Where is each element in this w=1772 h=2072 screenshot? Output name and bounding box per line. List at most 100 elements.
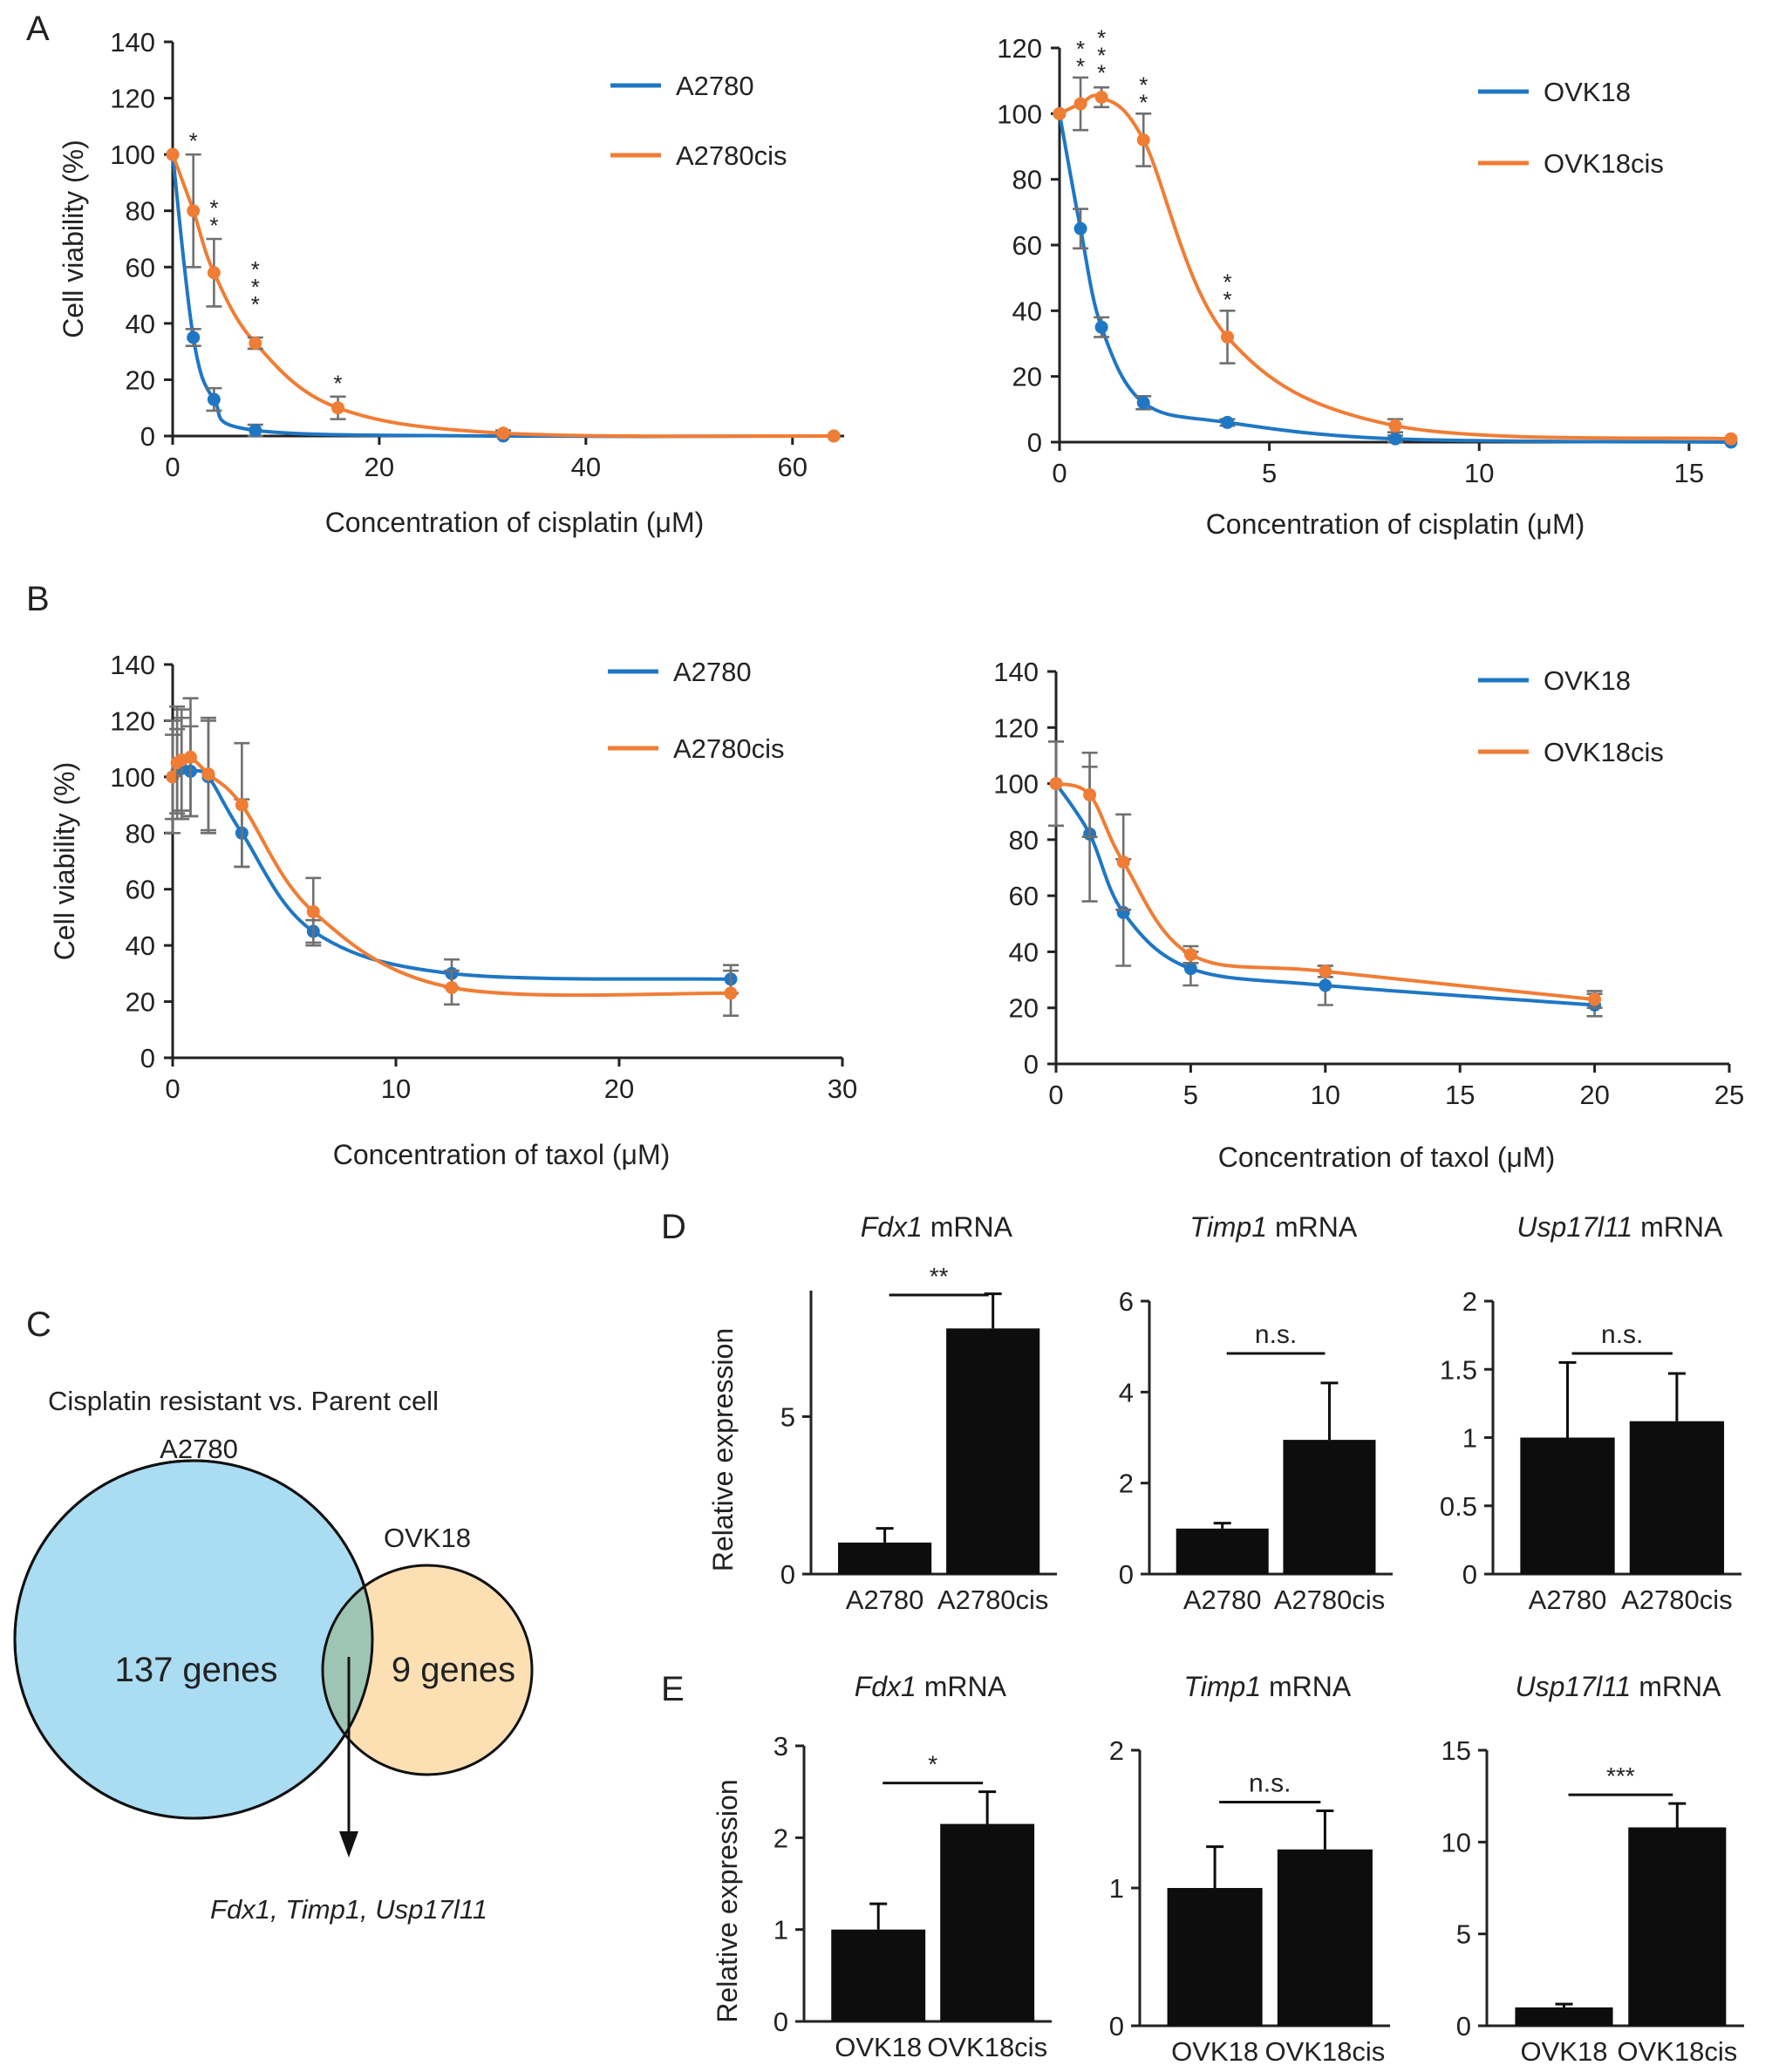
y-tick-label: 1 <box>1462 1423 1477 1454</box>
y-tick-label: 2 <box>1462 1286 1477 1317</box>
title-suffix: mRNA <box>923 1211 1013 1243</box>
title-gene: Timp1 <box>1184 1671 1262 1702</box>
bar-chart-title: Timp1 mRNA <box>1189 1211 1357 1243</box>
y-tick-label: 0 <box>1456 2011 1471 2041</box>
venn-circle-ovk18 <box>323 1565 532 1775</box>
significance-star: * <box>251 291 260 317</box>
legend-label: A2780cis <box>676 140 787 171</box>
category-label: A2780cis <box>1621 1585 1733 1615</box>
bar-ovk18cis <box>940 1823 1035 2021</box>
bar-chart-e-timp1: Timp1 mRNA 0 1 2 OVK18 OVK18cis n.s. <box>1109 1671 1390 2067</box>
x-axis-title: Concentration of cisplatin (μM) <box>1206 508 1585 540</box>
significance-star: * <box>333 370 342 396</box>
bar-chart-title: Timp1 mRNA <box>1184 1671 1352 1702</box>
bar-chart-d-usp17l11: Usp17l11 mRNA 0 0.5 1 1.5 2 A2780 A2780cis n.s. <box>1440 1211 1741 1615</box>
data-point-a2780cis <box>201 767 215 781</box>
y-tick-label: 100 <box>993 769 1039 800</box>
y-tick-label: 140 <box>993 657 1039 687</box>
y-tick-label: 0 <box>780 1559 795 1590</box>
y-tick-label: 4 <box>1119 1377 1134 1407</box>
title-gene: Usp17l11 <box>1515 1671 1631 1702</box>
x-axis-title: Concentration of taxol (μM) <box>1218 1142 1556 1173</box>
data-point-a2780cis <box>207 266 221 280</box>
title-suffix: mRNA <box>1261 1671 1352 1702</box>
x-tick-label: 15 <box>1445 1080 1475 1110</box>
bar-ovk18 <box>1167 1888 1263 2026</box>
significance-label: * <box>928 1751 937 1778</box>
data-point-a2780 <box>249 424 262 438</box>
data-point-ovk18cis <box>1221 330 1234 344</box>
significance-label: n.s. <box>1255 1320 1297 1349</box>
bar-ovk18 <box>831 1929 926 2021</box>
data-point-ovk18 <box>1183 962 1197 976</box>
data-point-a2780cis <box>331 401 345 415</box>
y-tick-label: 80 <box>126 818 155 849</box>
x-tick-label: 10 <box>1464 458 1494 488</box>
category-label: A2780cis <box>1274 1585 1386 1615</box>
y-tick-label: 20 <box>126 365 155 395</box>
panel-label-e: E <box>661 1670 685 1708</box>
significance-label: ** <box>930 1263 949 1290</box>
y-tick-label: 120 <box>110 84 155 114</box>
y-tick-label: 40 <box>126 309 155 339</box>
x-tick-label: 20 <box>365 452 394 482</box>
category-label: OVK18 <box>835 2032 922 2062</box>
data-point-ovk18cis <box>1094 91 1108 104</box>
venn-circle-a2780 <box>13 1459 374 1820</box>
category-label: OVK18cis <box>1617 2036 1737 2067</box>
data-point-ovk18 <box>1388 432 1402 446</box>
x-tick-label: 10 <box>1311 1080 1340 1110</box>
bar-ovk18cis <box>1277 1849 1373 2026</box>
y-tick-label: 140 <box>110 650 155 680</box>
bar-ovk18 <box>1515 2007 1613 2026</box>
chart-taxol-ovk18: 0 20 40 60 80 100 120 140 0 5 10 15 20 25 Concentratio… <box>993 657 1744 1173</box>
x-tick-label: 60 <box>778 452 808 482</box>
x-tick-label: 20 <box>1579 1080 1609 1110</box>
chart-cisplatin-ovk18: 0 20 40 60 80 100 120 0 5 10 15 Concentration of ci… <box>997 25 1738 540</box>
data-point-ovk18cis <box>1183 948 1197 962</box>
bar-a2780 <box>1520 1437 1615 1574</box>
series-line-a2780cis <box>171 153 835 439</box>
significance-star: * <box>1139 72 1148 99</box>
significance-star: * <box>1223 269 1231 296</box>
y-tick-label: 60 <box>1012 230 1042 261</box>
category-label: OVK18cis <box>927 2032 1047 2062</box>
bar-chart-title: Usp17l11 mRNA <box>1515 1671 1721 1702</box>
title-gene: Fdx1 <box>855 1671 917 1702</box>
series-line-a2780 <box>171 153 835 439</box>
data-point-ovk18 <box>1221 415 1234 429</box>
x-tick-label: 30 <box>828 1073 857 1104</box>
y-tick-label: 0 <box>1462 1559 1477 1590</box>
significance-star: * <box>1097 43 1106 69</box>
legend-label: A2780cis <box>673 733 785 764</box>
data-point-ovk18cis <box>1588 992 1602 1006</box>
y-tick-label: 60 <box>1009 881 1039 911</box>
venn-label-a2780: A2780 <box>160 1434 238 1464</box>
y-axis-title: Relative expression <box>707 1328 739 1571</box>
y-tick-label: 1 <box>1109 1873 1124 1904</box>
category-label: OVK18 <box>1171 2036 1258 2067</box>
bar-a2780cis <box>1283 1440 1376 1574</box>
y-tick-label: 2 <box>1119 1469 1134 1499</box>
data-point-a2780cis <box>445 980 459 994</box>
chart-taxol-a2780: 0 20 40 60 80 100 120 140 0 10 20 30 Concentration o… <box>49 650 857 1170</box>
category-label: A2780 <box>1183 1585 1262 1615</box>
data-point-a2780cis <box>183 750 197 764</box>
significance-star: * <box>1097 25 1106 51</box>
chart-cisplatin-a2780: 0 20 40 60 80 100 120 140 0 20 40 60 Concentration o… <box>58 27 844 538</box>
significance-star: * <box>1076 53 1085 79</box>
significance-star: * <box>209 195 218 222</box>
legend-label: OVK18cis <box>1544 148 1664 179</box>
y-tick-label: 80 <box>1009 825 1039 855</box>
legend-label: OVK18cis <box>1544 737 1664 767</box>
y-axis-title: Cell viability (%) <box>58 140 89 338</box>
series-line-ovk18cis <box>1059 93 1732 441</box>
title-suffix: mRNA <box>1631 1671 1721 1702</box>
y-tick-label: 0 <box>1027 427 1042 458</box>
y-tick-label: 100 <box>997 99 1042 129</box>
legend-label: OVK18 <box>1544 77 1631 107</box>
category-label: A2780cis <box>937 1585 1049 1615</box>
data-point-a2780cis <box>166 147 180 161</box>
x-tick-label: 0 <box>1052 458 1067 488</box>
